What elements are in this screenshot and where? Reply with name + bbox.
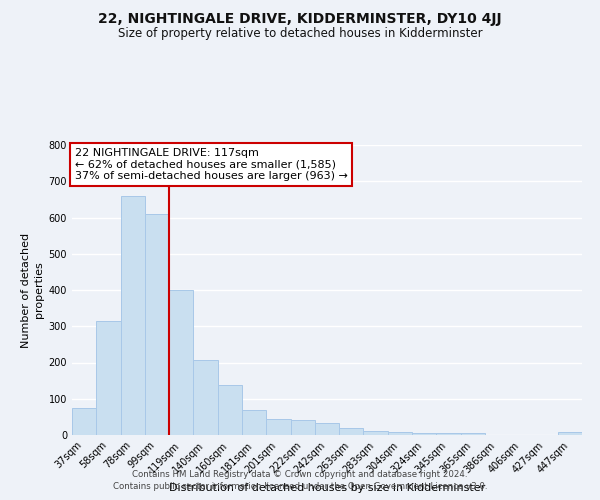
Bar [315, 423, 339, 435]
Bar [558, 432, 582, 435]
Bar [436, 433, 461, 435]
Y-axis label: Number of detached
properties: Number of detached properties [21, 232, 44, 347]
Text: Size of property relative to detached houses in Kidderminster: Size of property relative to detached ho… [118, 28, 482, 40]
Bar [72, 408, 96, 435]
Bar [412, 433, 436, 435]
Bar [364, 430, 388, 435]
Bar [339, 428, 364, 435]
Text: Contains HM Land Registry data © Crown copyright and database right 2024.: Contains HM Land Registry data © Crown c… [132, 470, 468, 479]
Bar [193, 360, 218, 435]
X-axis label: Distribution of detached houses by size in Kidderminster: Distribution of detached houses by size … [169, 483, 485, 493]
Bar [242, 410, 266, 435]
Bar [266, 418, 290, 435]
Bar [218, 386, 242, 435]
Bar [290, 420, 315, 435]
Text: 22, NIGHTINGALE DRIVE, KIDDERMINSTER, DY10 4JJ: 22, NIGHTINGALE DRIVE, KIDDERMINSTER, DY… [98, 12, 502, 26]
Bar [388, 432, 412, 435]
Bar [121, 196, 145, 435]
Text: Contains public sector information licensed under the Open Government Licence v3: Contains public sector information licen… [113, 482, 487, 491]
Bar [145, 214, 169, 435]
Text: 22 NIGHTINGALE DRIVE: 117sqm
← 62% of detached houses are smaller (1,585)
37% of: 22 NIGHTINGALE DRIVE: 117sqm ← 62% of de… [74, 148, 347, 181]
Bar [169, 290, 193, 435]
Bar [96, 321, 121, 435]
Bar [461, 433, 485, 435]
